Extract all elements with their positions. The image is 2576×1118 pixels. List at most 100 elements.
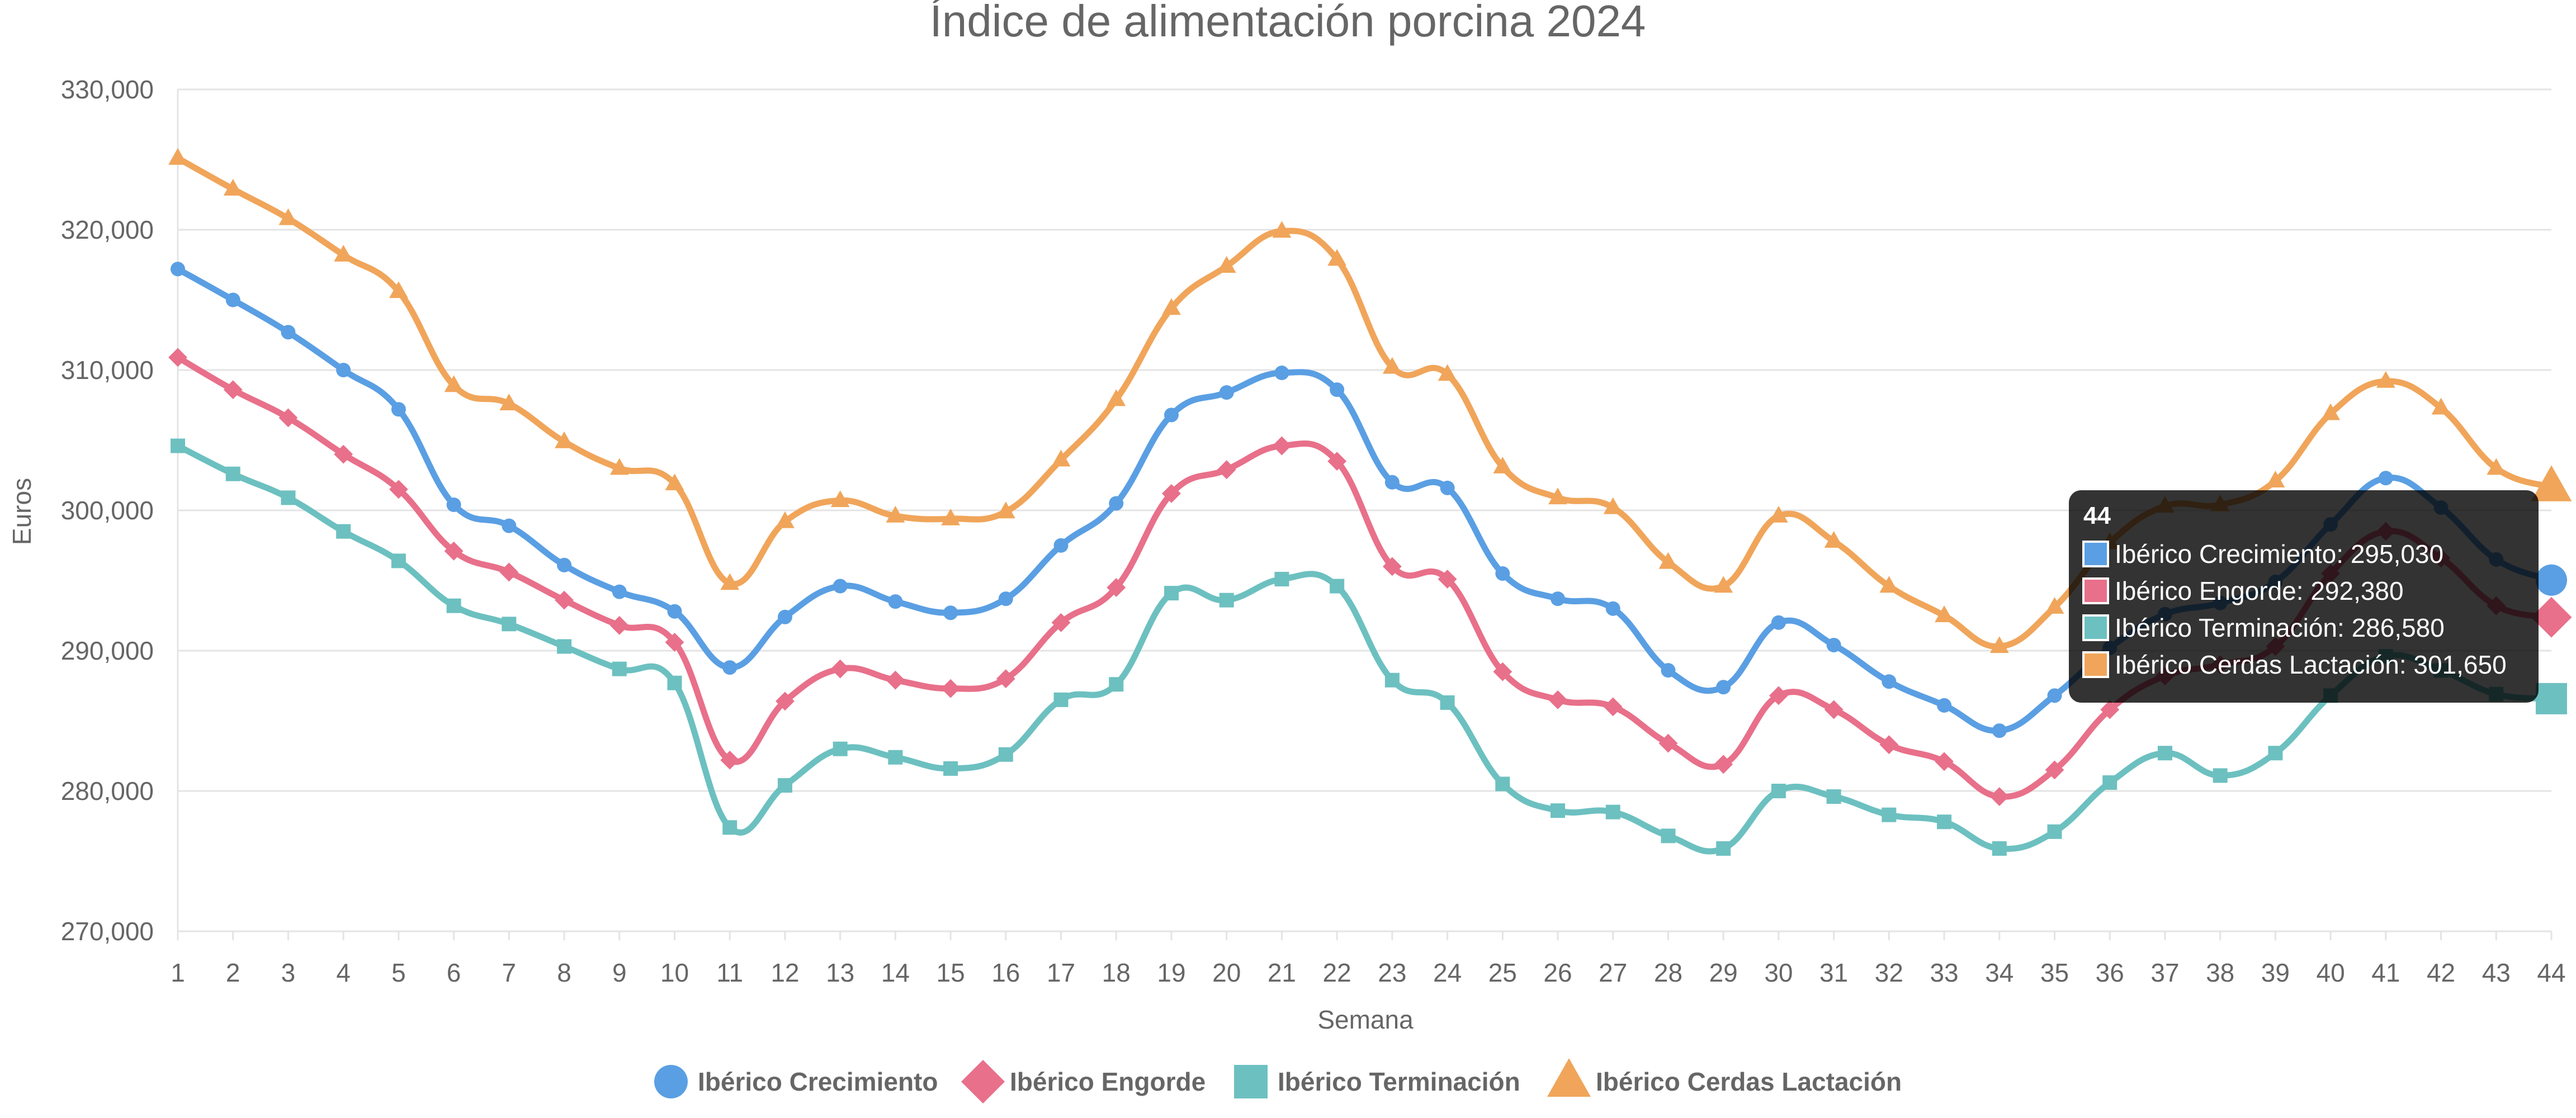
data-point[interactable]: [1661, 663, 1676, 678]
data-point[interactable]: [2431, 397, 2451, 415]
data-point[interactable]: [1164, 586, 1179, 601]
data-point[interactable]: [168, 348, 187, 367]
data-point[interactable]: [1879, 735, 1899, 755]
data-point[interactable]: [998, 591, 1013, 607]
legend-item[interactable]: Ibérico Terminación: [1234, 1065, 1520, 1098]
data-point[interactable]: [1551, 591, 1566, 607]
data-point[interactable]: [1330, 382, 1345, 397]
data-point[interactable]: [336, 524, 351, 539]
data-point[interactable]: [1879, 576, 1899, 593]
data-point[interactable]: [1274, 366, 1289, 381]
data-point[interactable]: [888, 750, 903, 765]
data-point[interactable]: [444, 541, 464, 561]
data-point[interactable]: [2536, 564, 2567, 596]
data-point[interactable]: [334, 444, 353, 464]
data-point[interactable]: [2378, 471, 2393, 486]
data-point[interactable]: [1438, 570, 1457, 589]
data-point[interactable]: [278, 408, 298, 428]
data-point[interactable]: [499, 394, 519, 410]
data-point[interactable]: [776, 511, 795, 528]
data-point[interactable]: [499, 562, 519, 582]
data-point[interactable]: [722, 820, 738, 835]
data-point[interactable]: [1658, 552, 1678, 569]
data-point[interactable]: [2376, 371, 2395, 388]
legend-item[interactable]: Ibérico Cerdas Lactación: [1547, 1058, 1902, 1097]
data-point[interactable]: [830, 490, 850, 508]
data-point[interactable]: [998, 747, 1013, 762]
data-point[interactable]: [1992, 723, 2007, 738]
data-point[interactable]: [1327, 452, 1347, 471]
data-point[interactable]: [1548, 690, 1567, 709]
data-point[interactable]: [1272, 436, 1292, 456]
data-point[interactable]: [996, 669, 1015, 689]
data-point[interactable]: [1824, 531, 1844, 548]
data-point[interactable]: [833, 579, 848, 594]
data-point[interactable]: [1935, 752, 1954, 771]
data-point[interactable]: [281, 325, 296, 340]
data-point[interactable]: [1327, 249, 1347, 266]
data-point[interactable]: [1826, 637, 1841, 652]
data-point[interactable]: [886, 670, 905, 690]
data-point[interactable]: [833, 741, 848, 756]
data-point[interactable]: [1330, 579, 1345, 594]
data-point[interactable]: [278, 208, 298, 225]
data-point[interactable]: [2047, 824, 2062, 839]
data-point[interactable]: [1548, 487, 1567, 505]
legend-marker[interactable]: [1234, 1065, 1268, 1098]
data-point[interactable]: [1109, 677, 1124, 692]
data-point[interactable]: [502, 518, 517, 533]
data-point[interactable]: [1771, 784, 1786, 798]
data-point[interactable]: [2321, 403, 2341, 420]
data-point[interactable]: [1992, 841, 2007, 856]
data-point[interactable]: [1162, 484, 1181, 503]
data-point[interactable]: [1716, 841, 1731, 856]
data-point[interactable]: [612, 661, 627, 676]
data-point[interactable]: [1051, 613, 1071, 632]
data-point[interactable]: [1164, 408, 1179, 423]
data-point[interactable]: [943, 761, 958, 776]
data-point[interactable]: [1440, 480, 1455, 495]
data-point[interactable]: [1053, 692, 1069, 707]
data-point[interactable]: [1162, 298, 1181, 315]
data-point[interactable]: [776, 691, 795, 711]
data-point[interactable]: [2045, 596, 2064, 614]
data-point[interactable]: [2213, 768, 2228, 783]
data-point[interactable]: [555, 590, 574, 610]
data-point[interactable]: [1217, 256, 1236, 273]
data-point[interactable]: [1937, 814, 1952, 830]
data-point[interactable]: [2157, 746, 2172, 761]
data-point[interactable]: [223, 179, 243, 196]
data-point[interactable]: [612, 584, 627, 599]
data-point[interactable]: [1219, 593, 1234, 608]
data-point[interactable]: [1935, 605, 1954, 622]
data-point[interactable]: [941, 508, 960, 525]
data-point[interactable]: [1495, 776, 1510, 792]
data-point[interactable]: [1882, 807, 1897, 822]
data-point[interactable]: [665, 473, 684, 491]
data-point[interactable]: [1051, 449, 1071, 467]
data-point[interactable]: [555, 431, 574, 448]
data-point[interactable]: [1658, 733, 1678, 753]
data-point[interactable]: [1493, 456, 1512, 473]
data-point[interactable]: [2536, 683, 2567, 714]
data-point[interactable]: [609, 458, 629, 475]
data-point[interactable]: [1769, 505, 1788, 523]
data-point[interactable]: [1219, 385, 1234, 400]
data-point[interactable]: [1716, 680, 1731, 695]
data-point[interactable]: [281, 490, 296, 505]
data-point[interactable]: [1603, 497, 1623, 514]
data-point[interactable]: [1384, 475, 1400, 490]
data-point[interactable]: [223, 380, 243, 400]
data-point[interactable]: [2102, 775, 2117, 790]
data-point[interactable]: [336, 363, 351, 377]
data-point[interactable]: [557, 639, 572, 654]
legend-marker[interactable]: [961, 1060, 1005, 1103]
data-point[interactable]: [720, 750, 740, 770]
data-point[interactable]: [1495, 566, 1510, 581]
legend[interactable]: Ibérico Crecimiento Ibérico Engorde Ibéric…: [654, 1058, 1902, 1103]
data-point[interactable]: [389, 281, 408, 299]
data-point[interactable]: [446, 497, 461, 512]
data-point[interactable]: [1274, 571, 1289, 586]
data-point[interactable]: [665, 633, 684, 652]
data-point[interactable]: [1989, 787, 2009, 806]
